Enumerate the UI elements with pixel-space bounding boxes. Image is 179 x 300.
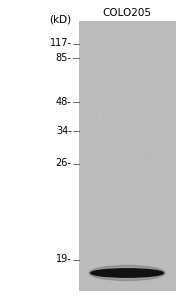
Text: 85-: 85- [56,53,72,64]
Text: 48-: 48- [56,97,72,107]
Text: COLO205: COLO205 [103,8,152,17]
Text: 117-: 117- [50,38,72,49]
Text: 19-: 19- [56,254,72,265]
Text: (kD): (kD) [49,14,72,25]
Ellipse shape [89,266,165,280]
Text: 34-: 34- [56,125,72,136]
Text: 26-: 26- [56,158,72,169]
Ellipse shape [91,269,163,277]
